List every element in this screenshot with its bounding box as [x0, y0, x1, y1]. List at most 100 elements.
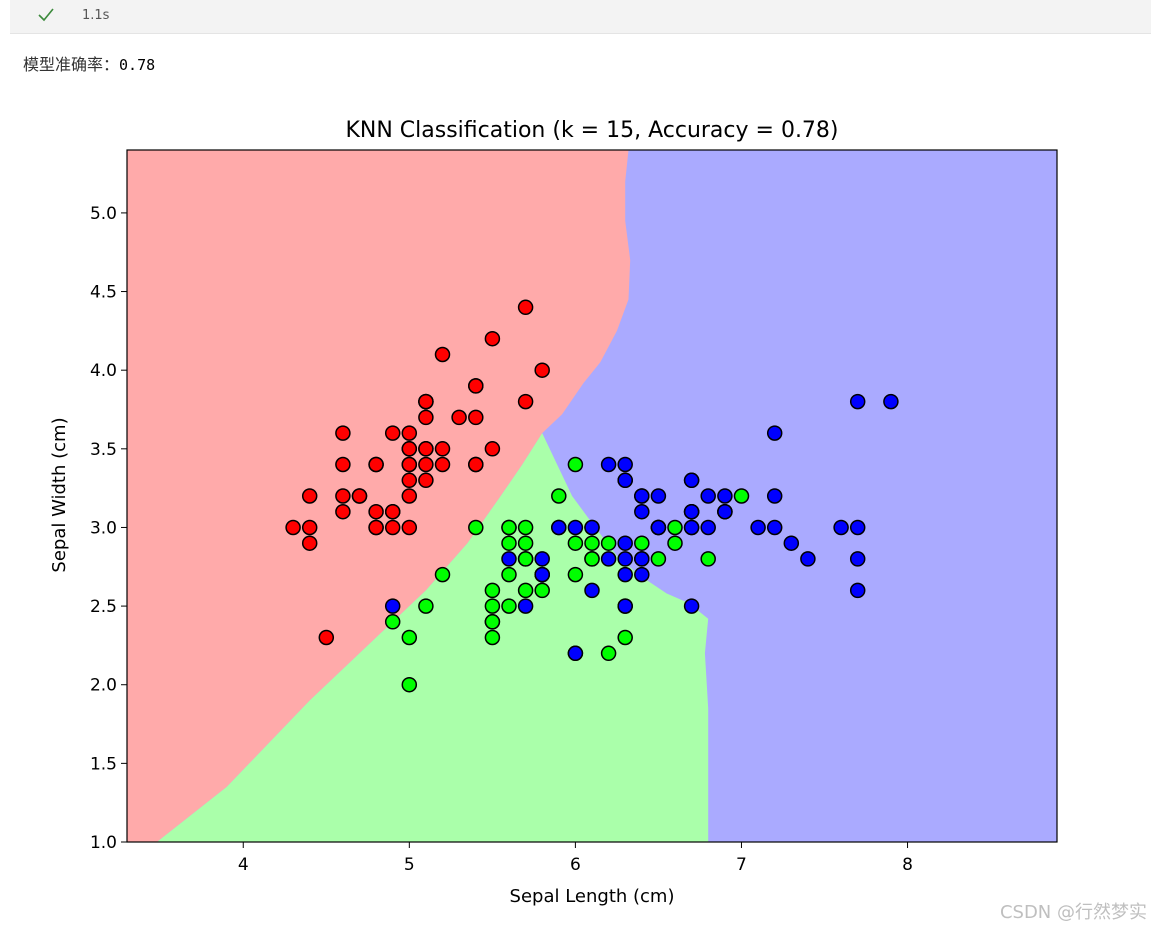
data-point-virginica [849, 582, 866, 599]
axes-frame [126, 149, 1058, 843]
data-point-versicolor [584, 535, 600, 551]
x-tick-label: 8 [902, 855, 913, 875]
data-point-versicolor [634, 535, 650, 551]
data-point-versicolor [401, 629, 418, 646]
data-point-setosa [517, 299, 534, 316]
data-point-setosa [468, 378, 484, 394]
x-tick-label: 5 [404, 855, 415, 875]
data-point-versicolor [434, 566, 451, 583]
data-point-setosa [335, 425, 351, 441]
data-point-versicolor [584, 551, 600, 567]
data-point-virginica [600, 551, 617, 567]
data-point-versicolor [733, 488, 750, 504]
data-point-virginica [534, 551, 550, 567]
data-point-setosa [418, 472, 434, 489]
data-point-versicolor [484, 629, 501, 646]
data-point-virginica [584, 582, 600, 599]
data-point-versicolor [501, 598, 517, 614]
data-point-setosa [418, 409, 434, 426]
data-point-setosa [401, 472, 418, 489]
data-point-virginica [650, 488, 667, 504]
x-axis-label: Sepal Length (cm) [510, 886, 675, 907]
data-point-setosa [534, 362, 550, 378]
x-tick-label: 7 [736, 855, 747, 875]
data-point-versicolor [600, 535, 617, 551]
x-tick-label: 4 [238, 855, 249, 875]
data-point-virginica [800, 551, 816, 567]
output-value: 0.78 [119, 56, 156, 74]
data-point-setosa [401, 441, 418, 457]
data-point-virginica [567, 645, 584, 662]
y-tick-label: 1.5 [90, 754, 117, 774]
data-point-virginica [617, 566, 633, 583]
check-icon [38, 8, 54, 22]
data-point-setosa [451, 409, 467, 426]
output-line: 模型准确率：0.78 [23, 51, 155, 75]
data-point-virginica [849, 551, 866, 567]
data-point-versicolor [650, 551, 667, 567]
data-point-versicolor [501, 566, 517, 583]
data-point-setosa [401, 456, 418, 473]
data-point-virginica [883, 393, 899, 410]
data-point-setosa [384, 503, 401, 520]
data-point-versicolor [567, 566, 584, 583]
data-point-virginica [534, 566, 550, 583]
data-point-versicolor [700, 551, 716, 567]
y-tick-label: 1.0 [90, 833, 117, 853]
data-point-setosa [468, 409, 484, 426]
y-tick-label: 5.0 [90, 204, 117, 224]
data-point-virginica [717, 503, 733, 520]
data-point-setosa [468, 456, 484, 473]
data-point-virginica [517, 598, 534, 614]
data-point-setosa [418, 393, 434, 410]
data-point-setosa [517, 393, 534, 410]
data-point-setosa [401, 519, 418, 536]
data-point-versicolor [517, 519, 534, 536]
chart-title: KNN Classification (k = 15, Accuracy = 0… [345, 118, 838, 143]
data-point-setosa [335, 488, 351, 504]
data-point-virginica [551, 519, 567, 536]
data-point-virginica [384, 598, 401, 614]
y-tick-label: 4.0 [90, 361, 117, 381]
x-tick-label: 6 [570, 855, 581, 875]
data-point-virginica [849, 519, 866, 536]
data-point-setosa [418, 456, 434, 473]
data-point-virginica [634, 488, 650, 504]
data-point-versicolor [534, 582, 550, 599]
y-tick-label: 2.5 [90, 597, 117, 617]
data-point-virginica [833, 519, 849, 536]
data-point-setosa [368, 519, 384, 536]
data-point-virginica [766, 488, 783, 504]
data-point-virginica [683, 503, 700, 520]
data-point-versicolor [484, 614, 501, 630]
cell-status-bar: 1.1s [10, 0, 1151, 34]
data-point-virginica [584, 519, 600, 536]
watermark: CSDN @行然梦实 [999, 902, 1147, 923]
data-point-setosa [335, 503, 351, 520]
data-point-setosa [434, 346, 451, 363]
data-point-setosa [301, 535, 318, 551]
data-point-versicolor [484, 598, 501, 614]
data-point-versicolor [501, 535, 517, 551]
data-point-virginica [683, 598, 700, 614]
data-point-versicolor [567, 535, 584, 551]
data-point-virginica [766, 425, 783, 441]
knn-chart: KNN Classification (k = 15, Accuracy = 0… [49, 118, 1058, 907]
data-point-setosa [418, 441, 434, 457]
data-point-virginica [700, 488, 716, 504]
y-axis-label: Sepal Width (cm) [49, 417, 70, 572]
y-tick-label: 3.5 [90, 440, 117, 460]
data-point-virginica [501, 551, 517, 567]
data-point-virginica [617, 472, 633, 489]
data-point-virginica [617, 598, 633, 614]
data-point-virginica [634, 551, 650, 567]
y-tick-label: 2.0 [90, 676, 117, 696]
output-label: 模型准确率： [23, 55, 120, 74]
data-point-setosa [368, 456, 384, 473]
data-point-versicolor [501, 519, 517, 536]
data-point-virginica [617, 551, 633, 567]
data-point-setosa [401, 488, 418, 504]
data-point-versicolor [567, 456, 584, 473]
data-point-setosa [384, 519, 401, 536]
data-point-setosa [301, 519, 318, 536]
